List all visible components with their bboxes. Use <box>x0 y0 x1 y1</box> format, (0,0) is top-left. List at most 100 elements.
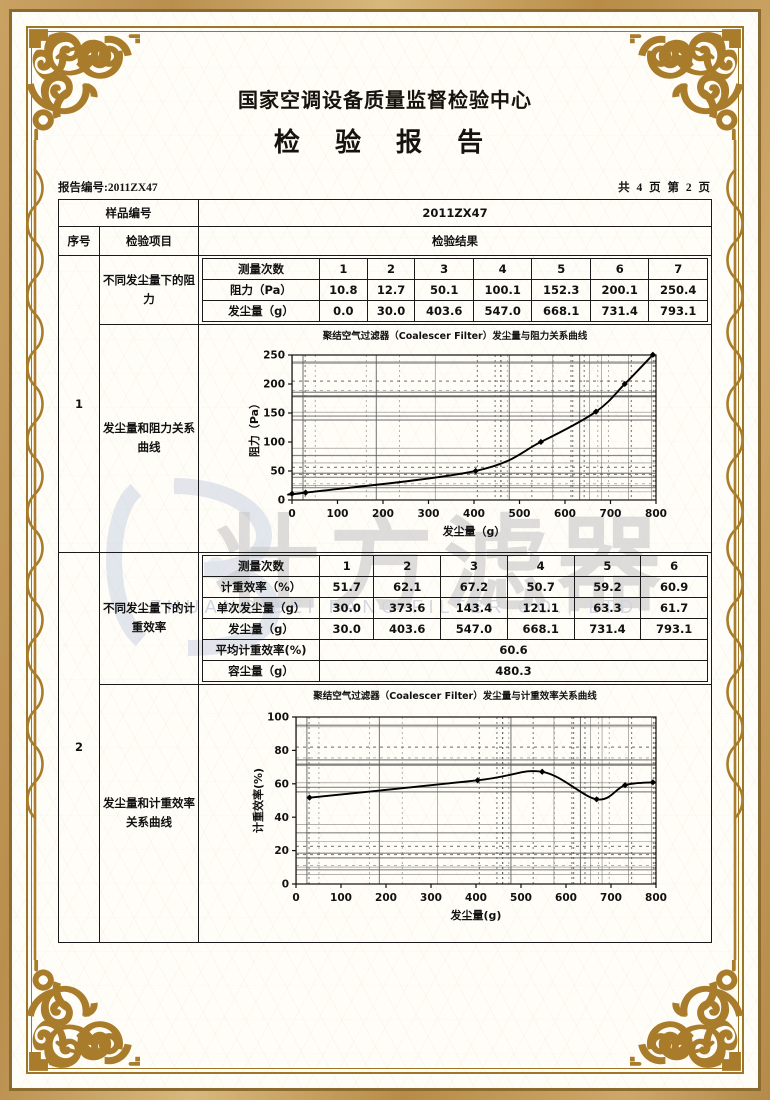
table-row-1-chart: 发尘量和阻力关系曲线 聚结空气过滤器（Coalescer Filter）发尘量与… <box>59 324 712 553</box>
svg-text:发尘量（g）: 发尘量（g） <box>442 524 506 538</box>
cell: 1 <box>318 554 375 577</box>
col-header-result: 检验结果 <box>198 226 712 256</box>
svg-text:60: 60 <box>274 778 289 790</box>
cell: 152.3 <box>531 279 591 301</box>
cell: 0.0 <box>319 300 368 322</box>
svg-text:700: 700 <box>600 892 622 904</box>
cell: 547.0 <box>472 300 533 322</box>
row2-sub-item: 不同发尘量下的计重效率 <box>99 551 199 685</box>
svg-text:800: 800 <box>645 508 667 520</box>
sub-row-dust: 发尘量（g） 0.0 30.0 403.6 547.0 668.1 731.4 … <box>202 300 708 322</box>
svg-text:80: 80 <box>274 745 289 757</box>
chart-1-cell: 聚结空气过滤器（Coalescer Filter）发尘量与阻力关系曲线 0 50 1… <box>198 324 712 553</box>
sub-row-dust: 发尘量（g） 30.0 403.6 547.0 668.1 731.4 793.… <box>202 617 708 640</box>
cell: 5 <box>531 258 591 280</box>
cell: 7 <box>648 258 708 280</box>
chart-2-cell: 聚结空气过滤器（Coalescer Filter）发尘量与计重效率关系曲线 0 2… <box>198 683 712 943</box>
cell: 250.4 <box>648 279 708 301</box>
cell: 30.0 <box>366 300 416 322</box>
cell: 63.3 <box>573 596 642 619</box>
row2-item-label: 发尘量和计重效率关系曲线 <box>99 683 199 943</box>
cell: 4 <box>506 554 575 577</box>
cell: 60.9 <box>640 575 708 598</box>
cell: 50.1 <box>414 279 474 301</box>
sub-row-measure-count: 测量次数 1 2 3 4 5 6 <box>202 554 708 577</box>
svg-text:发尘量(g): 发尘量(g) <box>450 908 502 922</box>
svg-text:计重效率(%): 计重效率(%) <box>251 768 265 833</box>
cell: 121.1 <box>506 596 575 619</box>
cell: 62.1 <box>373 575 442 598</box>
chart-1-wrap: 聚结空气过滤器（Coalescer Filter）发尘量与阻力关系曲线 0 50 1… <box>202 327 708 550</box>
label-resistance: 阻力（Pa） <box>202 279 320 301</box>
cell: 51.7 <box>318 575 375 598</box>
value-dust-capacity: 480.3 <box>319 659 708 682</box>
inspection-table: 样品编号 2011ZX47 序号 检验项目 检验结果 1 不同发尘量下的阻力 测… <box>58 199 712 943</box>
report-number: 报告编号:2011ZX47 <box>58 182 158 194</box>
sample-value: 2011ZX47 <box>198 199 712 227</box>
cell: 668.1 <box>506 617 575 640</box>
cell: 12.7 <box>366 279 416 301</box>
cell: 2 <box>366 258 416 280</box>
sub-row-measure-count: 测量次数 1 2 3 4 5 6 7 <box>202 258 708 280</box>
label-measure-count: 测量次数 <box>202 258 320 280</box>
chart-1-plot: 0 50 100 150 200 250 0 100 200 300 400 500 600 700 800… <box>247 349 667 538</box>
cell: 731.4 <box>589 300 650 322</box>
row1-measurement-subtable: 测量次数 1 2 3 4 5 6 7 阻力（Pa） 10.8 12. <box>198 255 712 325</box>
cell: 1 <box>319 258 368 280</box>
col-header-index: 序号 <box>58 226 100 256</box>
report-meta-row: 报告编号:2011ZX47 共 4 页 第 2 页 <box>58 179 712 195</box>
svg-text:400: 400 <box>465 892 487 904</box>
sub-row-efficiency: 计重效率（%） 51.7 62.1 67.2 50.7 59.2 60.9 <box>202 575 708 598</box>
cell: 403.6 <box>414 300 474 322</box>
cell: 731.4 <box>573 617 642 640</box>
svg-text:100: 100 <box>263 436 285 448</box>
report-content: 国家空调设备质量监督检验中心 检 验 报 告 报告编号:2011ZX47 共 4… <box>40 42 730 1058</box>
svg-text:40: 40 <box>274 811 289 823</box>
cell: 100.1 <box>472 279 533 301</box>
table-row-2-data: 2 不同发尘量下的计重效率 测量次数 1 2 3 4 5 6 <box>58 551 712 943</box>
cell: 5 <box>573 554 642 577</box>
cell: 30.0 <box>318 596 375 619</box>
cell: 547.0 <box>440 617 508 640</box>
label-dust-capacity: 容尘量（g） <box>202 659 320 682</box>
row1-index: 1 <box>58 255 100 553</box>
label-dust: 发尘量（g） <box>202 300 320 322</box>
row1-item-label: 发尘量和阻力关系曲线 <box>99 324 199 553</box>
svg-text:阻力（Pa）: 阻力（Pa） <box>247 398 261 457</box>
table-row-header: 序号 检验项目 检验结果 <box>58 226 712 256</box>
svg-text:100: 100 <box>330 892 352 904</box>
svg-text:300: 300 <box>420 892 442 904</box>
svg-text:500: 500 <box>510 892 532 904</box>
chart-1-title: 聚结空气过滤器（Coalescer Filter）发尘量与阻力关系曲线 <box>322 331 588 342</box>
cell: 67.2 <box>440 575 508 598</box>
svg-text:600: 600 <box>554 508 576 520</box>
chart-2-wrap: 聚结空气过滤器（Coalescer Filter）发尘量与计重效率关系曲线 0 2… <box>202 687 708 940</box>
label-efficiency: 计重效率（%） <box>202 575 320 598</box>
cell: 59.2 <box>573 575 642 598</box>
cell: 50.7 <box>506 575 575 598</box>
page-info: 共 4 页 第 2 页 <box>618 182 712 194</box>
svg-text:700: 700 <box>600 508 622 520</box>
table-row-2-chart: 发尘量和计重效率关系曲线 聚结空气过滤器（Coalescer Filter）发尘… <box>59 683 712 943</box>
value-average-efficiency: 60.6 <box>319 638 708 661</box>
cell: 61.7 <box>640 596 708 619</box>
row1-sub-item: 不同发尘量下的阻力 <box>99 255 199 325</box>
cell: 200.1 <box>589 279 650 301</box>
svg-text:0: 0 <box>278 494 285 506</box>
svg-text:400: 400 <box>463 508 485 520</box>
table-row-sample: 样品编号 2011ZX47 <box>58 199 712 227</box>
svg-text:50: 50 <box>270 465 285 477</box>
cell: 403.6 <box>373 617 442 640</box>
cell: 373.6 <box>373 596 442 619</box>
organization-title: 国家空调设备质量监督检验中心 <box>238 88 532 112</box>
svg-text:150: 150 <box>263 407 285 419</box>
table-row-1-data: 1 不同发尘量下的阻力 测量次数 1 2 3 4 5 6 7 <box>58 255 712 553</box>
svg-text:0: 0 <box>288 508 295 520</box>
row2-measurement-subtable: 测量次数 1 2 3 4 5 6 计重效率（%） 51.7 62.1 <box>198 551 712 685</box>
cell: 10.8 <box>319 279 368 301</box>
cell: 143.4 <box>440 596 508 619</box>
cell: 3 <box>440 554 508 577</box>
svg-text:200: 200 <box>375 892 397 904</box>
label-single-dust: 单次发尘量（g） <box>202 596 320 619</box>
